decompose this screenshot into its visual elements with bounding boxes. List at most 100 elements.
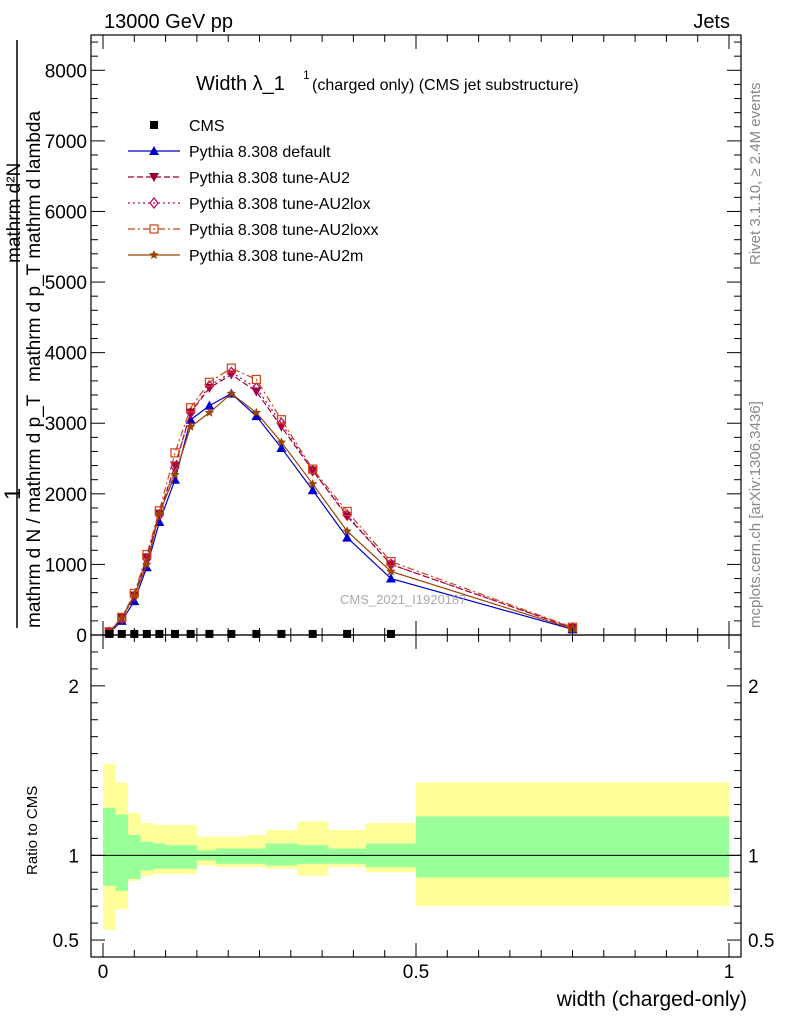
main-ytick-label: 6000	[45, 202, 87, 223]
series-point	[308, 464, 318, 474]
cms-point	[205, 629, 214, 638]
series-point	[142, 549, 152, 560]
cms-point	[186, 629, 195, 638]
legend-label: CMS	[189, 118, 225, 135]
legend-entry: CMS	[150, 118, 225, 135]
series-point	[170, 469, 180, 479]
series-point	[185, 421, 196, 431]
series-point	[276, 437, 287, 447]
legend-marker	[149, 197, 159, 209]
series-point	[204, 400, 215, 410]
main-ytick-label: 1000	[45, 555, 87, 576]
cms-data	[105, 629, 395, 638]
series-point	[307, 485, 318, 495]
cms-point	[252, 629, 261, 638]
series-point	[386, 566, 396, 576]
xtick-label: 0	[98, 962, 109, 983]
ratio-band-inner	[416, 816, 729, 878]
main-ylabel: 1 mathrm d N / mathrm d p_T mathrm d²N m…	[0, 40, 45, 628]
ratio-band-inner	[265, 843, 298, 866]
series-point	[251, 381, 262, 394]
series-point	[226, 388, 237, 398]
cms-point	[105, 629, 114, 638]
series-point	[251, 411, 262, 421]
ratio-band-inner	[128, 834, 141, 880]
series-point	[276, 442, 287, 452]
ylabel-denominator: mathrm d N / mathrm d p_T	[24, 394, 45, 628]
cms-point	[170, 629, 179, 638]
title-main: Width λ_1	[196, 73, 285, 95]
series-point	[142, 559, 152, 569]
legend-marker	[149, 146, 159, 155]
ratio-band-inner	[115, 814, 129, 891]
series-point	[204, 377, 215, 387]
cms-point	[277, 629, 286, 638]
rivet-label: Rivet 3.1.10, ≥ 2.4M events	[747, 83, 764, 266]
cms-point	[155, 629, 164, 638]
ratio-ytick-label-right: 2	[748, 677, 759, 698]
main-ytick-label: 2000	[45, 485, 87, 506]
series-point	[342, 512, 353, 522]
cms-point	[117, 629, 126, 638]
ratio-ytick-label-right: 0.5	[748, 931, 774, 952]
xtick-label: 0.5	[403, 962, 429, 983]
ratio-band-inner	[215, 848, 247, 864]
ratio-band-inner	[103, 807, 116, 886]
ylabel-numerator-1: mathrm d²N	[4, 163, 25, 263]
watermark: CMS_2021_I1920187	[340, 592, 467, 607]
series-line	[108, 371, 573, 633]
ratio-panel: 0.5 0.5 1 1 2 2 0 0.5 1	[53, 634, 774, 983]
legend-label: Pythia 8.308 tune-AU2loxx	[189, 222, 378, 239]
legend: CMS Pythia 8.308 default Pythia 8.308 tune…	[128, 118, 378, 265]
ratio-band-inner	[153, 843, 166, 869]
series-point	[226, 370, 237, 380]
series-point	[342, 506, 352, 517]
main-ytick-label: 4000	[45, 344, 87, 365]
main-ytick-label: 3000	[45, 414, 87, 435]
series-point	[385, 573, 396, 583]
chart-title: Width λ_1 1 (charged only) (CMS jet subs…	[196, 68, 579, 95]
cms-point	[308, 629, 317, 638]
cms-point	[142, 629, 151, 638]
series-point	[186, 403, 196, 413]
main-ytick-label: 5000	[45, 273, 87, 294]
ratio-band-inner	[246, 848, 266, 864]
legend-label: Pythia 8.308 tune-AU2lox	[189, 196, 370, 213]
series-point	[342, 532, 353, 542]
ratio-band-inner	[165, 845, 197, 869]
cms-point	[343, 629, 352, 638]
series-point	[386, 556, 396, 567]
xlabel: width (charged-only)	[556, 988, 747, 1011]
legend-marker	[149, 224, 159, 234]
series-point	[129, 590, 140, 600]
series-point	[226, 363, 236, 373]
series-point	[251, 374, 261, 385]
ratio-ytick-label-left: 2	[68, 677, 79, 698]
cms-point	[227, 629, 236, 638]
series-point	[226, 366, 237, 379]
series-point	[117, 613, 127, 623]
ratio-ytick-label-right: 1	[748, 846, 759, 867]
title-suffix: (charged only) (CMS jet substructure)	[312, 77, 579, 94]
legend-label: Pythia 8.308 tune-AU2	[189, 170, 350, 187]
ratio-band-inner	[328, 848, 366, 864]
main-panel: 0 1000 2000 3000 4000 5000 6000 7000 8000 CMS_20…	[45, 34, 742, 647]
xtick-label: 1	[724, 962, 735, 983]
series-point	[141, 562, 152, 572]
series-point	[154, 508, 165, 518]
legend-entry: Pythia 8.308 tune-AU2m	[128, 248, 363, 265]
series-point	[170, 448, 180, 458]
header-right: Jets	[693, 11, 730, 33]
series-point	[307, 464, 318, 477]
main-ytick-label: 8000	[45, 61, 87, 82]
series-point	[342, 509, 352, 521]
series-point	[204, 379, 215, 392]
legend-marker	[150, 121, 158, 129]
legend-label: Pythia 8.308 default	[189, 144, 331, 161]
ratio-ylabel: Ratio to CMS	[24, 786, 41, 875]
series-point	[185, 406, 196, 419]
legend-entry: Pythia 8.308 tune-AU2loxx	[128, 222, 378, 239]
series-line	[108, 367, 573, 633]
ylabel-one: 1	[0, 488, 25, 500]
legend-entry: Pythia 8.308 tune-AU2	[128, 170, 350, 187]
